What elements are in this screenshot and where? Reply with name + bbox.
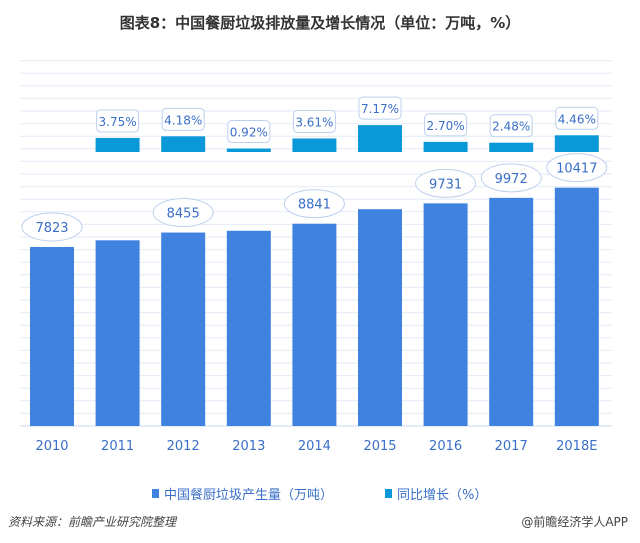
bar-output-2017 [489,197,534,426]
bar-output-2014 [292,223,337,426]
data-label-growth: 4.46% [558,112,596,126]
bar-growth-2013 [226,148,271,152]
data-label-growth: 3.61% [295,115,333,129]
bar-output-2010 [30,247,74,426]
data-label-growth: 0.92% [230,126,268,140]
x-tick-label: 2018E [556,439,597,454]
growth-label-box [489,114,533,138]
x-tick-label: 2012 [167,439,200,454]
bar-growth-2011 [95,137,140,152]
x-tick-label: 2010 [35,439,68,454]
growth-label-box [161,107,205,131]
legend-label-growth: 同比增长（%） [397,488,488,503]
data-label-growth: 2.48% [492,120,530,134]
legend-item-output: 中国餐厨垃圾产生量（万吨） [152,484,333,503]
data-label-growth: 7.17% [361,102,399,116]
data-label-output: 9972 [495,172,528,187]
x-tick-label: 2014 [298,439,331,454]
growth-label-box [358,96,402,120]
data-label-output: 7823 [35,221,68,236]
legend-label-output: 中国餐厨垃圾产生量（万吨） [164,488,334,503]
growth-label-box [96,109,140,133]
growth-label-box [227,120,271,144]
bar-output-2015 [358,209,402,426]
data-label-growth: 4.18% [164,113,202,127]
x-tick-label: 2011 [101,439,134,454]
credit-note: @前瞻经济学人APP [521,515,628,529]
bar-output-2011 [95,240,140,426]
legend-item-growth: 同比增长（%） [385,484,487,503]
x-tick-label: 2016 [429,439,462,454]
bar-growth-2016 [423,141,468,152]
data-label-growth: 3.75% [99,115,137,129]
data-label-bubble [480,163,542,193]
data-label-output: 8455 [167,207,200,222]
bar-growth-2014 [292,138,337,152]
x-tick-label: 2013 [232,439,265,454]
source-note: 资料来源：前瞻产业研究院整理 [8,515,177,529]
chart-title: 图表8：中国餐厨垃圾排放量及增长情况（单位：万吨，%） [119,14,521,32]
bar-output-2016 [423,203,468,426]
bar-output-2012 [161,232,206,426]
bar-output-2018E [554,187,599,426]
data-label-output: 10417 [556,162,597,177]
bar-growth-2015 [358,125,402,152]
data-label-bubble [21,212,83,242]
data-label-output: 8841 [298,198,331,213]
data-label-bubble [415,168,477,198]
x-tick-label: 2015 [363,439,396,454]
growth-label-box [292,109,336,133]
data-label-bubble [283,189,345,219]
legend-swatch-growth [385,489,392,498]
data-label-output: 9731 [429,177,462,192]
bar-growth-2018E [554,135,599,152]
bar-growth-2017 [489,142,534,152]
growth-label-box [424,113,468,137]
legend-swatch-output [152,489,159,498]
data-label-growth: 2.70% [427,119,465,133]
data-label-bubble [546,153,608,183]
growth-label-box [555,106,599,130]
bar-growth-2012 [161,136,206,152]
data-label-bubble [152,198,214,228]
bar-output-2013 [226,230,271,426]
x-tick-label: 2017 [495,439,528,454]
